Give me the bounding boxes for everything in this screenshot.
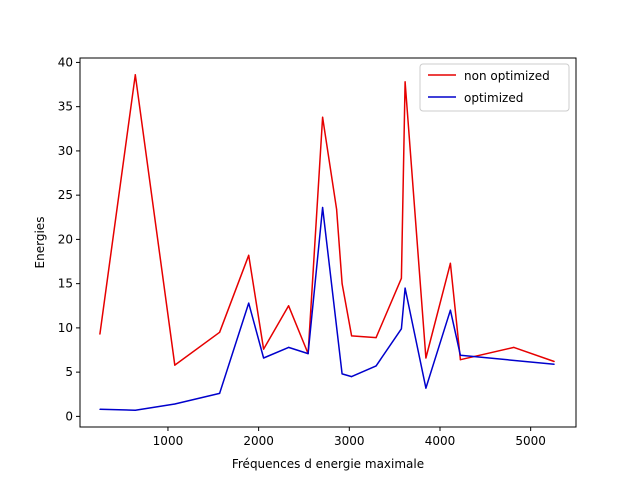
data-point-non-optimized [513,346,515,348]
plot-lines [99,74,555,411]
y-tick-label: 25 [58,188,73,202]
x-tick-label: 3000 [334,434,365,448]
data-point-non-optimized [322,116,324,118]
data-point-optimized [341,373,343,375]
data-point-non-optimized [404,81,406,83]
y-tick-label: 35 [58,100,73,114]
x-tick-label: 1000 [153,434,184,448]
data-point-non-optimized [288,305,290,307]
data-point-non-optimized [248,254,250,256]
data-point-non-optimized [134,74,136,76]
x-axis-label: Fréquences d energie maximale [232,457,424,471]
y-tick-label: 15 [58,277,73,291]
data-point-non-optimized [459,359,461,361]
series-line-optimized [99,206,555,411]
data-point-non-optimized [351,335,353,337]
legend: non optimized optimized [419,63,570,112]
y-axis-label: Energies [33,217,47,269]
data-point-optimized [263,357,265,359]
data-point-optimized [375,365,377,367]
data-point-non-optimized [174,364,176,366]
data-point-optimized [351,376,353,378]
x-tick-label: 4000 [425,434,456,448]
data-point-optimized [459,354,461,356]
plot-area-frame [79,57,577,428]
data-point-non-optimized [400,277,402,279]
data-point-optimized [553,363,555,365]
data-point-optimized [219,392,221,394]
data-point-optimized [400,328,402,330]
y-tick-label: 0 [65,409,73,423]
data-point-optimized [134,409,136,411]
legend-label-optimized: optimized [464,91,523,105]
data-point-optimized [307,353,309,355]
data-point-optimized [288,346,290,348]
x-axis-ticks: 1000 2000 3000 4000 5000 [153,427,546,448]
series-line-non-optimized [99,74,555,366]
data-point-non-optimized [553,360,555,363]
legend-label-non-optimized: non optimized [464,69,550,83]
y-axis-ticks: 0 5 10 15 20 25 30 35 40 [58,55,80,423]
x-tick-label: 5000 [515,434,546,448]
x-tick-label: 2000 [243,434,274,448]
y-tick-label: 20 [58,232,73,246]
data-point-non-optimized [449,262,451,264]
data-point-non-optimized [336,208,338,210]
data-point-optimized [248,302,250,304]
data-point-non-optimized [263,348,265,350]
y-tick-label: 30 [58,144,73,158]
y-tick-label: 10 [58,321,73,335]
data-point-optimized [404,287,406,289]
data-point-optimized [449,309,451,311]
data-point-non-optimized [219,331,221,333]
data-point-non-optimized [375,337,377,339]
y-tick-label: 40 [58,55,73,69]
data-point-non-optimized [425,357,427,359]
data-point-non-optimized [341,283,343,285]
y-tick-label: 5 [65,365,73,379]
data-point-non-optimized [99,333,101,335]
data-point-optimized [322,206,324,209]
data-point-optimized [425,387,427,389]
legend-frame [419,63,570,112]
data-point-optimized [174,403,176,405]
data-point-optimized [99,408,101,410]
